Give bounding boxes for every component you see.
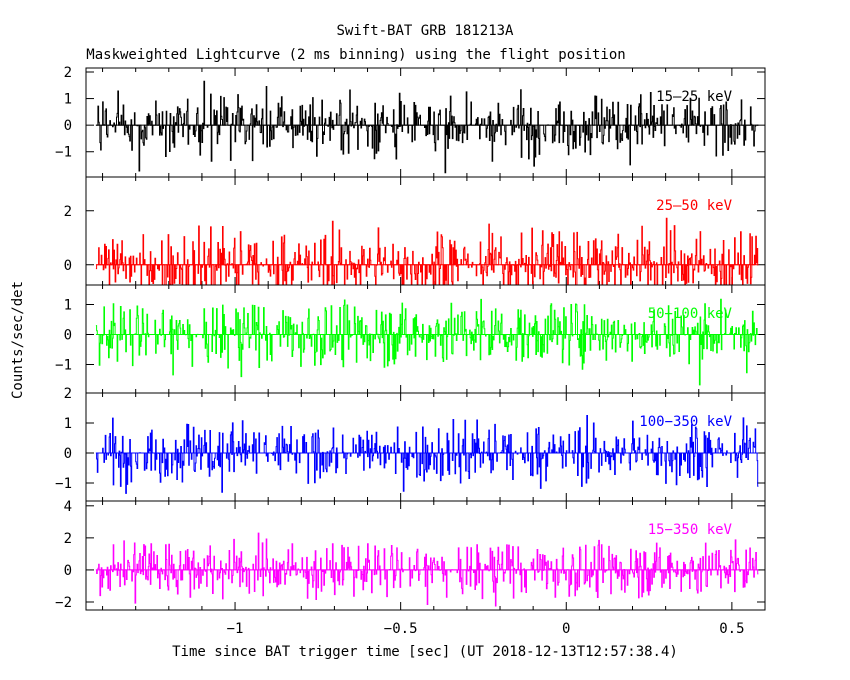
- y-tick-label-2-0: −1: [55, 358, 72, 374]
- chart-title: Swift-BAT GRB 181213A: [336, 23, 514, 39]
- y-tick-label-2-1: 0: [64, 328, 72, 344]
- y-tick-label-0-0: −1: [55, 145, 72, 161]
- y-tick-label-3-0: −1: [55, 476, 72, 492]
- y-tick-label-4-0: −2: [55, 595, 72, 611]
- y-tick-label-0-1: 0: [64, 118, 72, 134]
- lightcurve-series-0: [95, 80, 759, 174]
- panel-frame-4: [85, 500, 766, 611]
- chart-subtitle: Maskweighted Lightcurve (2 ms binning) u…: [86, 47, 625, 63]
- y-tick-label-4-3: 4: [64, 499, 72, 515]
- y-tick-label-0-3: 2: [64, 65, 72, 81]
- x-tick-label-2: 0: [562, 621, 570, 637]
- y-tick-label-1-1: 2: [64, 204, 72, 220]
- x-ticks-group: −1 −0.5 0 0.5: [227, 621, 745, 637]
- y-tick-label-4-1: 0: [64, 563, 72, 579]
- y-tick-label-4-2: 2: [64, 531, 72, 547]
- x-tick-label-1: −0.5: [384, 621, 418, 637]
- band-label-2: 50−100 keV: [648, 306, 733, 322]
- x-tick-label-3: 0.5: [719, 621, 744, 637]
- x-axis-label: Time since BAT trigger time [sec] (UT 20…: [172, 644, 678, 660]
- y-tick-label-0-2: 1: [64, 92, 72, 108]
- y-tick-label-1-0: 0: [64, 258, 72, 274]
- band-label-0: 15–25 keV: [656, 89, 732, 105]
- y-axis-label: Counts/sec/det: [10, 281, 26, 399]
- y-tick-label-2-2: 1: [64, 298, 72, 314]
- panels-group: −1 0 1 2 15–25 keV 0 2 25–50 keV −1 0 1 50−100 keV −…: [55, 65, 766, 611]
- lightcurve-series-2: [95, 298, 759, 386]
- x-tick-label-0: −1: [227, 621, 244, 637]
- lightcurve-series-3: [95, 415, 759, 494]
- y-tick-label-3-3: 2: [64, 386, 72, 402]
- lightcurve-series-1: [95, 217, 759, 286]
- band-label-4: 15−350 keV: [648, 522, 733, 538]
- band-label-3: 100−350 keV: [639, 414, 732, 430]
- band-label-1: 25–50 keV: [656, 198, 732, 214]
- y-tick-label-3-1: 0: [64, 446, 72, 462]
- y-tick-label-3-2: 1: [64, 416, 72, 432]
- lightcurve-series-4: [95, 532, 759, 607]
